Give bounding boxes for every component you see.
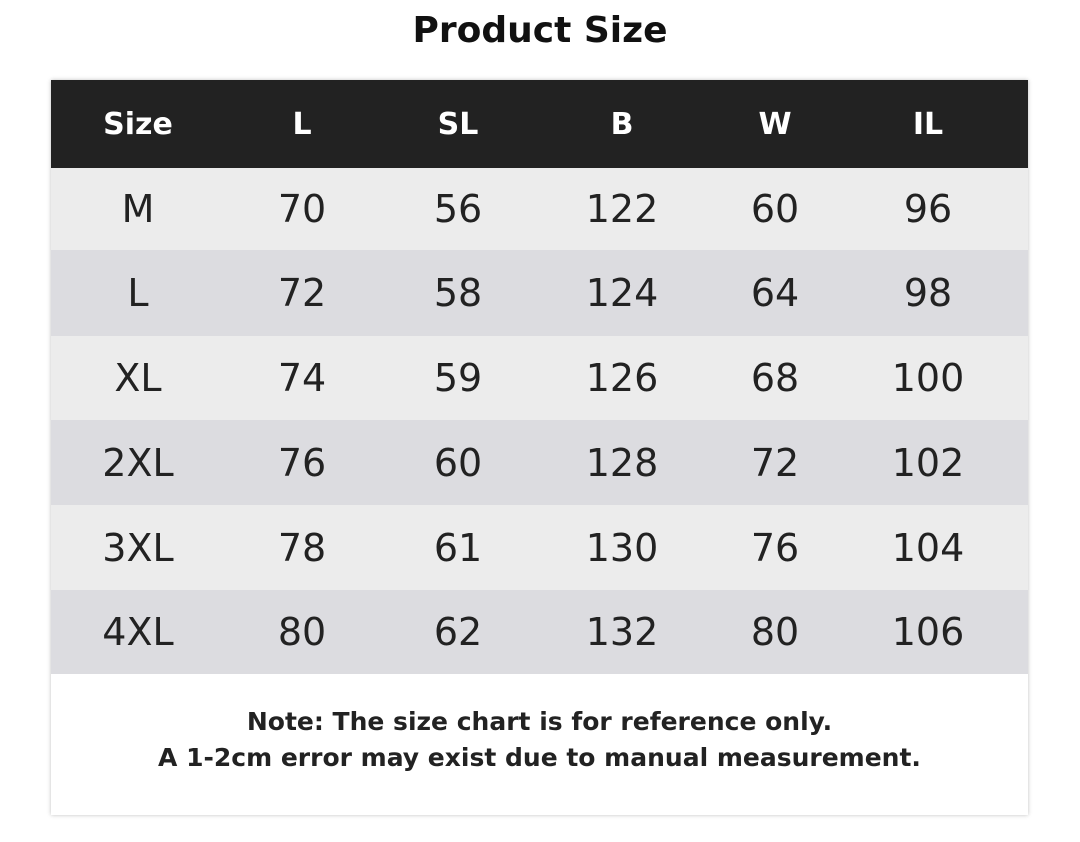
table-cell: 60 <box>433 440 483 485</box>
table-cell: 74 <box>277 356 327 400</box>
table-row: XL 74 59 126 68 100 <box>51 336 1028 420</box>
table-row: 3XL 78 61 130 76 104 <box>51 505 1028 590</box>
table-cell: 132 <box>585 610 659 654</box>
table-cell: 104 <box>891 525 965 570</box>
table-cell: 96 <box>903 187 953 231</box>
table-cell: 128 <box>585 440 659 485</box>
table-cell: 76 <box>750 525 800 570</box>
table-cell: M <box>121 187 155 231</box>
table-cell: 62 <box>433 610 483 654</box>
table-cell: 64 <box>750 271 800 315</box>
header-cell: W <box>758 106 792 142</box>
table-cell: 122 <box>585 187 659 231</box>
size-table: Note: The size chart is for reference on… <box>51 80 1028 815</box>
table-cell: 124 <box>585 271 659 315</box>
table-cell: 56 <box>433 187 483 231</box>
note-line: A 1-2cm error may exist due to manual me… <box>158 743 921 772</box>
table-row: M 70 56 122 60 96 <box>51 168 1028 250</box>
table-row: 2XL 76 60 128 72 102 <box>51 420 1028 505</box>
table-cell: 70 <box>277 187 327 231</box>
table-cell: 100 <box>891 356 965 400</box>
table-cell: 72 <box>277 271 327 315</box>
header-cell: IL <box>912 106 944 142</box>
table-cell: 130 <box>585 525 659 570</box>
table-cell: 80 <box>277 610 327 654</box>
table-cell: 60 <box>750 187 800 231</box>
table-cell: 106 <box>891 610 965 654</box>
note-line: Note: The size chart is for reference on… <box>246 707 833 736</box>
table-row: L 72 58 124 64 98 <box>51 250 1028 336</box>
table-cell: 2XL <box>102 440 174 485</box>
table-cell: 98 <box>903 271 953 315</box>
table-cell: 80 <box>750 610 800 654</box>
header-cell: SL <box>437 106 479 142</box>
table-cell: 3XL <box>102 525 174 570</box>
table-cell: 72 <box>750 440 800 485</box>
table-cell: 59 <box>433 356 483 400</box>
table-cell: 78 <box>277 525 327 570</box>
table-cell: 68 <box>750 356 800 400</box>
table-cell: XL <box>114 356 162 400</box>
table-cell: 4XL <box>102 610 174 654</box>
table-cell: 102 <box>891 440 965 485</box>
table-row: 4XL 80 62 132 80 106 <box>51 590 1028 674</box>
table-cell: 58 <box>433 271 483 315</box>
header-cell: Size <box>103 106 173 142</box>
title: Product Size <box>412 10 668 51</box>
table-cell: 76 <box>277 440 327 485</box>
table-cell: 61 <box>433 525 483 570</box>
header-row: Size L SL B W IL <box>51 80 1028 168</box>
note: Note: The size chart is for reference on… <box>51 704 1028 776</box>
header-cell: L <box>292 106 312 142</box>
header-cell: B <box>610 106 634 142</box>
table-cell: 126 <box>585 356 659 400</box>
table-cell: L <box>127 271 149 315</box>
